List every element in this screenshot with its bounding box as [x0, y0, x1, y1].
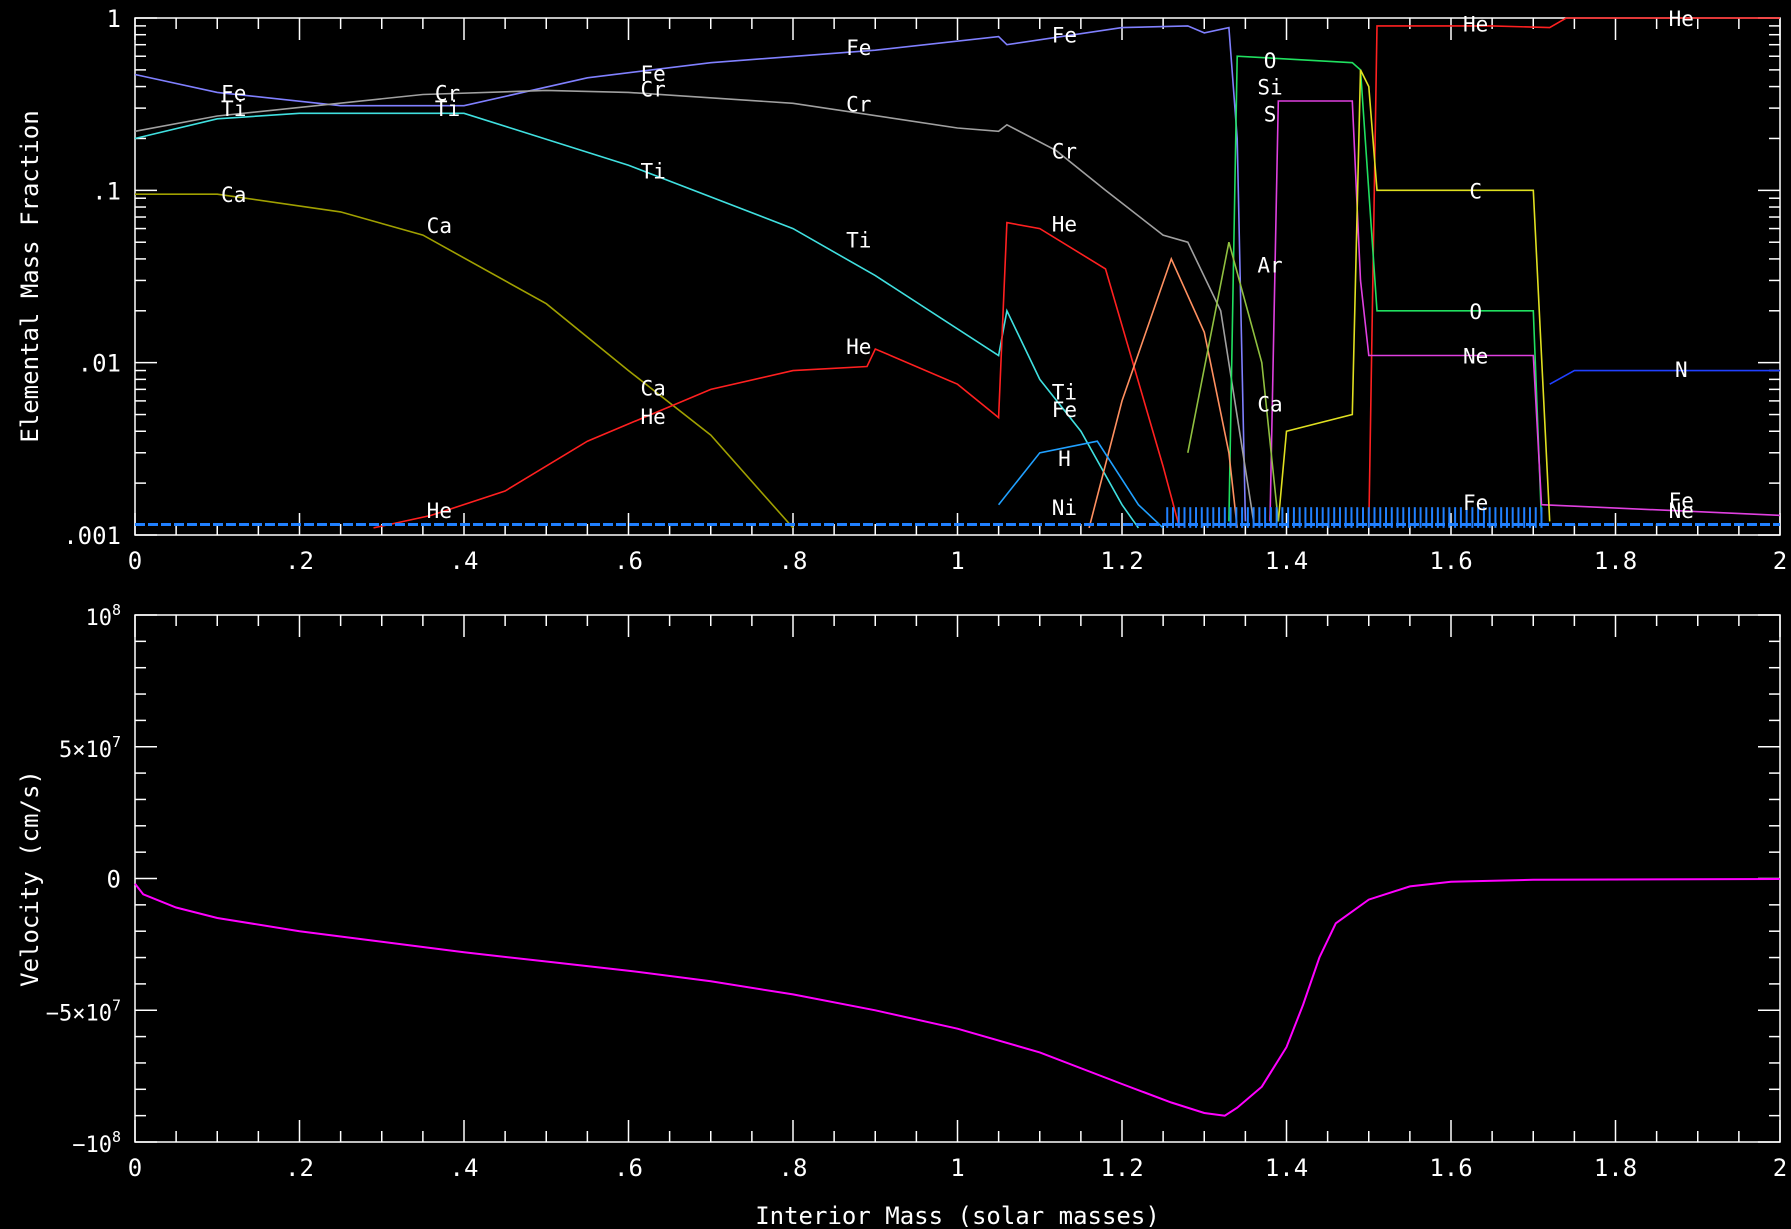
- species-label: O: [1469, 300, 1482, 324]
- species-label: Ti: [641, 160, 666, 184]
- bottom-y-tick-label: 5×107: [59, 733, 121, 763]
- top-x-tick-label: 1.2: [1100, 547, 1143, 575]
- top-x-tick-label: 1: [950, 547, 964, 575]
- top-x-tick-label: .8: [779, 547, 808, 575]
- species-label: Ti: [221, 97, 246, 121]
- species-label: Ti: [1052, 381, 1077, 405]
- bottom-x-tick-label: 1: [950, 1154, 964, 1182]
- species-label: O: [1264, 49, 1277, 73]
- top-y-tick-label: .01: [78, 350, 121, 378]
- species-label: N: [1675, 358, 1688, 382]
- series-line-ni: [1088, 256, 1238, 529]
- series-line-n: [1549, 369, 1780, 385]
- species-label: Fe: [1669, 489, 1694, 513]
- top-y-axis-label: Elemental Mass Fraction: [16, 110, 44, 442]
- bottom-y-axis-label: Velocity (cm/s): [16, 770, 44, 987]
- species-label: Ne: [1463, 345, 1488, 369]
- species-label: Fe: [641, 62, 666, 86]
- species-label: He: [1052, 213, 1077, 237]
- top-plot-frame: [134, 17, 1781, 536]
- species-label: Fe: [1052, 398, 1077, 422]
- species-label: C: [1469, 179, 1482, 203]
- species-label: He: [427, 499, 452, 523]
- species-label: Ne: [1669, 499, 1694, 523]
- species-label: S: [1264, 102, 1277, 126]
- species-label: Ca: [221, 183, 246, 207]
- bottom-x-tick-label: 2: [1773, 1154, 1787, 1182]
- species-label: Ti: [846, 228, 871, 252]
- top-y-tick-label: 1: [107, 5, 121, 33]
- bottom-x-tick-label: 1.8: [1594, 1154, 1637, 1182]
- top-x-tick-label: 0: [128, 547, 142, 575]
- species-label: He: [641, 405, 666, 429]
- top-y-tick-label: .001: [63, 522, 121, 550]
- species-label: Cr: [1052, 140, 1077, 164]
- bottom-x-tick-label: 0: [128, 1154, 142, 1182]
- species-label: H: [1058, 447, 1071, 471]
- species-label: He: [846, 335, 871, 359]
- top-x-tick-label: 1.6: [1429, 547, 1472, 575]
- species-label: Fe: [846, 36, 871, 60]
- velocity-line: [134, 878, 1781, 1117]
- bottom-x-tick-label: .8: [779, 1154, 808, 1182]
- species-label: Ar: [1257, 254, 1282, 278]
- series-line-fe: [134, 25, 1247, 522]
- top-x-tick-label: 1.8: [1594, 547, 1637, 575]
- series-line-h: [997, 440, 1164, 529]
- series-line-he-outer: [1368, 17, 1780, 528]
- species-label: Fe: [1052, 24, 1077, 48]
- bottom-y-tick-label: 0: [107, 866, 121, 894]
- species-label: Cr: [435, 81, 460, 105]
- top-y-tick-label: .1: [92, 177, 121, 205]
- series-line-si: [1269, 100, 1781, 522]
- bottom-x-tick-label: 1.4: [1265, 1154, 1308, 1182]
- species-label: Ca: [641, 376, 666, 400]
- top-x-tick-label: .4: [450, 547, 479, 575]
- species-label: Cr: [641, 77, 666, 101]
- species-label: Ca: [427, 214, 452, 238]
- top-x-tick-label: .2: [285, 547, 314, 575]
- species-label: Ca: [1257, 392, 1282, 416]
- species-label: Cr: [846, 92, 871, 116]
- bottom-y-tick-label: 108: [85, 601, 121, 631]
- series-line-ti: [134, 112, 1140, 529]
- bottom-x-tick-label: .4: [450, 1154, 479, 1182]
- bottom-x-tick-label: 1.6: [1429, 1154, 1472, 1182]
- species-label: He: [1669, 7, 1694, 31]
- series-line-ca: [135, 193, 794, 529]
- series-line-ar: [1187, 241, 1280, 522]
- species-label: Fe: [1463, 491, 1488, 515]
- species-label: He: [1463, 12, 1488, 36]
- species-label: Ni: [1052, 496, 1077, 520]
- species-label: Ti: [435, 97, 460, 121]
- bottom-x-tick-label: .6: [614, 1154, 643, 1182]
- series-line-he: [373, 221, 1181, 529]
- species-label: Fe: [221, 81, 246, 105]
- species-label: Si: [1257, 76, 1282, 100]
- top-x-tick-label: 2: [1773, 547, 1787, 575]
- series-line-c: [1277, 69, 1551, 522]
- bottom-x-tick-label: 1.2: [1100, 1154, 1143, 1182]
- top-x-tick-label: .6: [614, 547, 643, 575]
- bottom-x-tick-label: .2: [285, 1154, 314, 1182]
- bottom-y-tick-label: −5×107: [46, 996, 121, 1026]
- x-axis-label: Interior Mass (solar masses): [755, 1202, 1160, 1229]
- top-x-tick-label: 1.4: [1265, 547, 1308, 575]
- series-line-cr: [134, 89, 1255, 522]
- bottom-y-tick-label: −108: [72, 1128, 121, 1158]
- bottom-plot-frame: [134, 614, 1781, 1143]
